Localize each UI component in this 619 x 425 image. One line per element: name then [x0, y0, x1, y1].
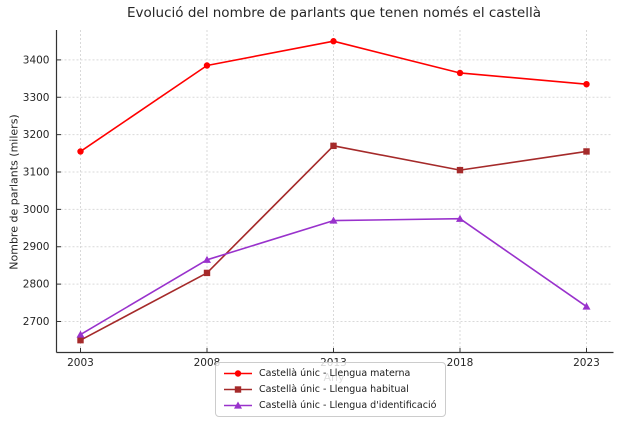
x-tick-label: 2018	[447, 357, 474, 369]
legend-item-0: Castellà únic - Llengua materna	[223, 367, 436, 380]
circle-marker-icon	[224, 370, 252, 377]
y-tick-label: 3300	[23, 92, 50, 104]
tick-marks	[56, 59, 587, 353]
y-tick-label: 3400	[23, 54, 50, 66]
y-tick-label: 2800	[23, 279, 50, 291]
series-2	[76, 214, 591, 338]
legend-item-1: Castellà únic - Llengua habitual	[223, 383, 436, 396]
legend-label: Castellà únic - Llengua d'identificació	[259, 400, 437, 411]
y-tick-label: 3100	[23, 167, 50, 179]
y-tick-label: 3200	[23, 129, 50, 141]
x-tick-label: 2008	[194, 357, 221, 369]
series-1	[77, 142, 590, 344]
legend-label: Castellà únic - Llengua materna	[259, 368, 411, 379]
triangle-marker-icon	[224, 401, 252, 409]
gridlines	[56, 30, 613, 353]
legend: Castellà únic - Llengua materna Castellà …	[215, 362, 447, 417]
y-axis-label: Nombre de parlants (milers)	[7, 114, 21, 270]
y-tick-label: 2700	[23, 316, 50, 328]
y-tick-label: 2900	[23, 241, 50, 253]
legend-label: Castellà únic - Llengua habitual	[259, 384, 409, 395]
chart-title: Evolució del nombre de parlants que tene…	[127, 5, 541, 21]
legend-item-2: Castellà únic - Llengua d'identificació	[223, 399, 436, 412]
axes-spines	[55, 30, 614, 354]
square-marker-icon	[224, 386, 252, 393]
x-tick-label: 2003	[67, 357, 94, 369]
x-tick-label: 2023	[573, 357, 600, 369]
y-tick-label: 3000	[23, 204, 50, 216]
series-0	[77, 38, 590, 155]
